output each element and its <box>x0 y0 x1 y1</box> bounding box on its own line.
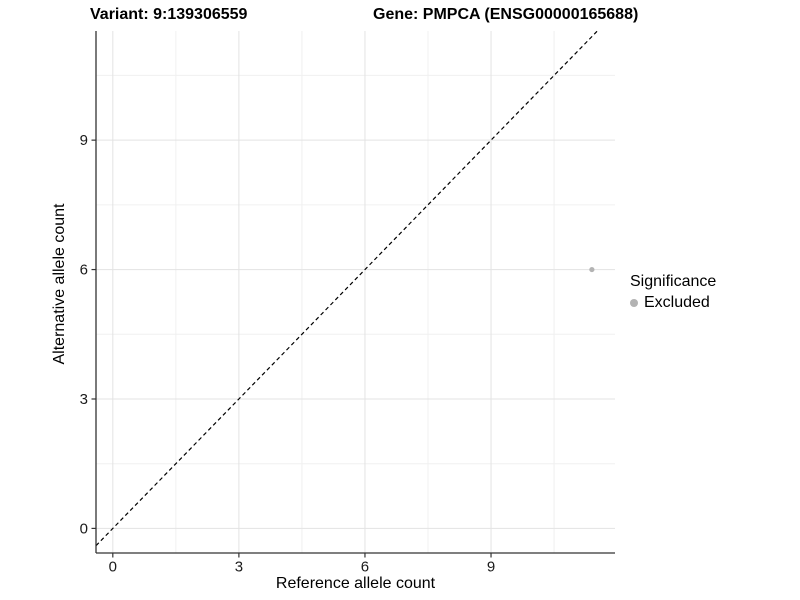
data-point <box>589 266 595 273</box>
y-tick-label: 3 <box>80 391 88 408</box>
identity-line <box>95 30 598 547</box>
legend-item-excluded: Excluded <box>630 294 716 312</box>
legend-title: Significance <box>630 273 717 290</box>
y-tick-label: 0 <box>80 520 88 537</box>
plot-title-variant: Variant: 9:139306559 <box>90 6 248 23</box>
legend: Significance Excluded <box>630 273 716 312</box>
x-tick-label: 6 <box>361 559 369 576</box>
legend-point-icon <box>630 299 638 307</box>
x-tick-label: 3 <box>235 559 243 576</box>
y-tick-label: 6 <box>80 262 88 279</box>
legend-item-label: Excluded <box>644 294 710 311</box>
y-tick-label: 9 <box>80 132 88 149</box>
x-tick-label: 9 <box>487 559 495 576</box>
x-tick-label: 0 <box>109 559 117 576</box>
x-axis-title: Reference allele count <box>275 575 436 592</box>
y-axis-title: Alternative allele count <box>51 203 68 365</box>
plot-title-gene: Gene: PMPCA (ENSG00000165688) <box>373 6 639 23</box>
